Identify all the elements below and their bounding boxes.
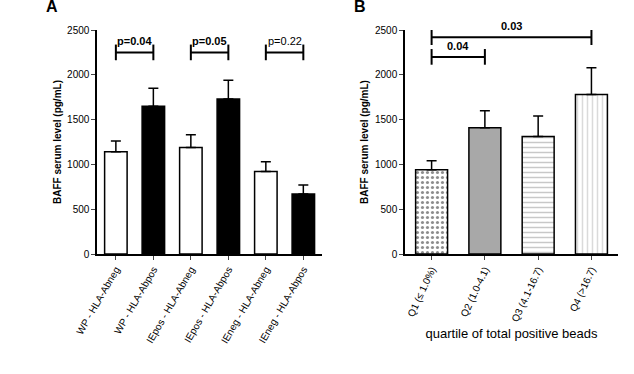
svg-text:1000: 1000 <box>375 159 398 170</box>
svg-text:Q3 (4.1-16.7): Q3 (4.1-16.7) <box>509 265 544 324</box>
svg-text:1500: 1500 <box>67 114 90 125</box>
svg-text:p=0.22: p=0.22 <box>268 35 302 47</box>
svg-text:p=0.05: p=0.05 <box>192 35 227 47</box>
svg-text:500: 500 <box>381 204 398 215</box>
svg-text:1500: 1500 <box>375 114 398 125</box>
svg-text:quartile of total positive bea: quartile of total positive beads <box>426 326 598 341</box>
svg-text:0: 0 <box>84 249 90 260</box>
svg-text:2500: 2500 <box>67 25 90 36</box>
svg-text:Q4 (>16.7): Q4 (>16.7) <box>567 265 597 313</box>
svg-text:WP - HLA-Abneg: WP - HLA-Abneg <box>74 265 122 337</box>
svg-text:BAFF serum level (pg/mL): BAFF serum level (pg/mL) <box>52 80 63 204</box>
svg-text:2000: 2000 <box>375 69 398 80</box>
svg-text:A: A <box>46 0 58 15</box>
svg-text:IEpos - HLA-Abneg: IEpos - HLA-Abneg <box>144 265 197 345</box>
svg-text:0: 0 <box>392 249 398 260</box>
svg-text:Q2 (1.0-4.1): Q2 (1.0-4.1) <box>458 265 491 319</box>
svg-text:B: B <box>354 0 366 15</box>
svg-text:1000: 1000 <box>67 159 90 170</box>
svg-text:0.03: 0.03 <box>501 20 522 32</box>
svg-text:IEpos - HLA-Abpos: IEpos - HLA-Abpos <box>182 265 234 345</box>
svg-text:p=0.04: p=0.04 <box>117 35 152 47</box>
svg-text:WP - HLA-Abpos: WP - HLA-Abpos <box>112 265 160 336</box>
svg-text:BAFF serum level (pg/mL): BAFF serum level (pg/mL) <box>359 80 370 204</box>
svg-text:IEneg - HLA-Abpos: IEneg - HLA-Abpos <box>257 265 310 345</box>
svg-text:2000: 2000 <box>67 69 90 80</box>
svg-text:IEneg - HLA-Abneg: IEneg - HLA-Abneg <box>219 265 272 346</box>
svg-text:0.04: 0.04 <box>447 40 469 52</box>
svg-text:500: 500 <box>73 204 90 215</box>
svg-text:2500: 2500 <box>375 25 398 36</box>
svg-text:Q1 (≤ 1.0%): Q1 (≤ 1.0%) <box>405 265 438 318</box>
